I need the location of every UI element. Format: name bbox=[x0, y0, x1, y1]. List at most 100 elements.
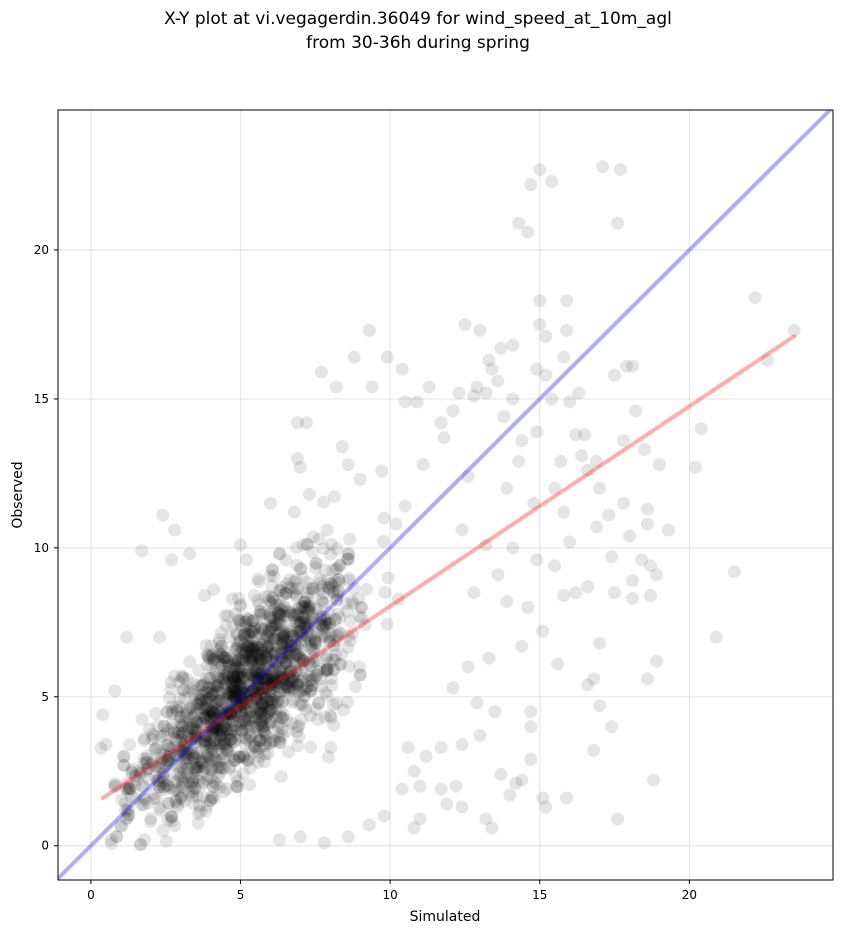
data-point bbox=[302, 604, 316, 618]
data-point bbox=[318, 628, 332, 642]
data-point bbox=[157, 748, 171, 762]
data-point bbox=[177, 739, 191, 753]
data-point bbox=[206, 723, 220, 737]
data-point bbox=[239, 645, 253, 659]
data-point bbox=[233, 750, 247, 764]
data-point bbox=[211, 678, 225, 692]
data-point bbox=[238, 628, 251, 642]
data-point bbox=[315, 593, 329, 607]
data-point bbox=[301, 586, 315, 600]
data-point bbox=[254, 733, 268, 747]
y-tick-label: 0 bbox=[41, 839, 49, 853]
data-point bbox=[186, 751, 200, 765]
data-point bbox=[299, 611, 313, 625]
data-point bbox=[175, 719, 189, 733]
data-point bbox=[182, 720, 196, 734]
data-point bbox=[230, 628, 244, 641]
data-point bbox=[195, 777, 209, 791]
data-point bbox=[217, 651, 231, 665]
data-point bbox=[266, 693, 280, 707]
data-point bbox=[500, 595, 514, 608]
data-point bbox=[231, 687, 245, 701]
data-point bbox=[241, 627, 255, 641]
data-point bbox=[688, 460, 702, 474]
data-point bbox=[242, 653, 256, 667]
data-point bbox=[224, 707, 238, 721]
data-point bbox=[281, 642, 295, 656]
data-point bbox=[313, 612, 327, 626]
data-point bbox=[174, 770, 188, 784]
data-point bbox=[169, 700, 183, 714]
data-point bbox=[259, 734, 273, 748]
data-point bbox=[291, 601, 305, 615]
data-point bbox=[240, 640, 254, 654]
data-point bbox=[234, 691, 248, 705]
data-point bbox=[242, 706, 256, 720]
data-point bbox=[241, 685, 254, 699]
data-point bbox=[267, 674, 281, 688]
data-point bbox=[259, 650, 273, 664]
data-point bbox=[398, 395, 412, 409]
data-point bbox=[297, 654, 311, 668]
data-point bbox=[237, 628, 251, 642]
data-point bbox=[191, 790, 204, 804]
data-point bbox=[238, 615, 252, 629]
data-point bbox=[299, 682, 313, 696]
data-point bbox=[521, 225, 535, 239]
data-point bbox=[234, 719, 248, 732]
data-point bbox=[264, 596, 278, 610]
data-point bbox=[157, 719, 171, 733]
data-point bbox=[251, 672, 265, 686]
data-point bbox=[176, 726, 190, 740]
data-point bbox=[201, 649, 215, 663]
data-point bbox=[232, 653, 246, 667]
data-point bbox=[206, 653, 220, 667]
data-point bbox=[165, 757, 178, 771]
data-point bbox=[506, 338, 520, 352]
data-point bbox=[142, 722, 156, 736]
data-point bbox=[275, 624, 289, 638]
data-point bbox=[108, 777, 122, 791]
data-point bbox=[358, 618, 372, 632]
data-point bbox=[284, 608, 298, 622]
data-point bbox=[139, 763, 153, 777]
data-point bbox=[145, 727, 159, 741]
data-point bbox=[253, 608, 267, 622]
data-point bbox=[289, 664, 303, 677]
data-point bbox=[216, 736, 230, 750]
data-point bbox=[117, 750, 131, 763]
data-point bbox=[218, 608, 232, 622]
data-point bbox=[253, 666, 267, 680]
data-point bbox=[193, 754, 207, 768]
data-point bbox=[345, 594, 359, 608]
data-point bbox=[165, 707, 179, 721]
data-point bbox=[305, 679, 319, 693]
data-point bbox=[203, 710, 217, 724]
data-point bbox=[238, 693, 252, 707]
data-point bbox=[229, 660, 243, 674]
data-point bbox=[290, 648, 304, 662]
data-point bbox=[274, 770, 288, 784]
data-point bbox=[245, 655, 259, 669]
data-point bbox=[216, 733, 230, 747]
data-point bbox=[193, 688, 207, 702]
data-point bbox=[270, 616, 284, 630]
data-point bbox=[179, 752, 193, 765]
data-point bbox=[222, 701, 236, 715]
x-tick-label: 0 bbox=[87, 888, 95, 902]
data-point bbox=[254, 658, 268, 672]
data-point bbox=[193, 804, 207, 818]
data-point bbox=[294, 651, 308, 665]
data-point bbox=[279, 586, 293, 600]
data-point bbox=[314, 679, 328, 693]
data-point bbox=[234, 538, 247, 552]
data-point bbox=[165, 553, 179, 567]
data-point bbox=[213, 754, 227, 768]
data-point bbox=[183, 779, 197, 793]
data-point bbox=[267, 618, 281, 632]
data-point bbox=[215, 639, 229, 653]
data-point bbox=[192, 678, 206, 692]
data-point bbox=[197, 733, 211, 747]
data-point bbox=[235, 653, 249, 667]
data-point bbox=[276, 588, 290, 602]
